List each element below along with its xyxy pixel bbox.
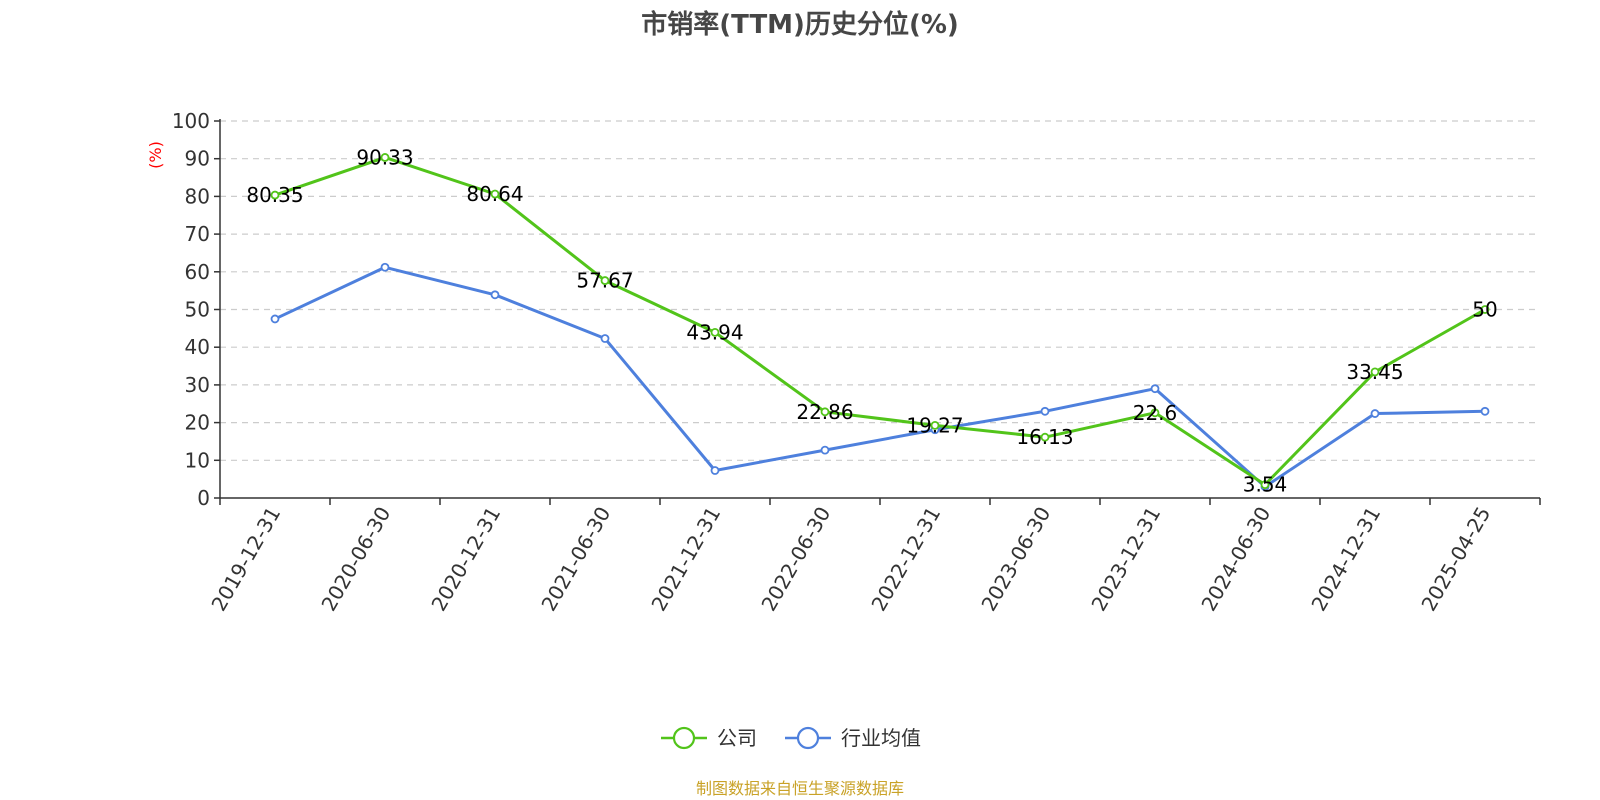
data-label: 16.13: [1016, 425, 1073, 449]
series-line: [274, 265, 1486, 489]
data-label: 22.6: [1133, 401, 1178, 425]
x-tick-label: 2022-12-31: [866, 503, 945, 616]
data-point[interactable]: [710, 466, 720, 475]
data-labels: 80.35 90.33 80.64 57.67 43.94 22.86 19.27 16.13…: [246, 145, 1497, 496]
data-label: 80.64: [466, 182, 523, 206]
legend-marker: [796, 726, 820, 750]
data-label: 19.27: [906, 413, 963, 437]
series-lines: [270, 153, 1490, 492]
legend-item[interactable]: 公司: [661, 726, 757, 750]
data-label: 90.33: [356, 145, 413, 169]
y-tick-label: 0: [197, 486, 210, 510]
data-label: 3.54: [1243, 473, 1288, 497]
data-point[interactable]: [600, 276, 610, 285]
x-tick-label: 2020-06-30: [316, 503, 395, 616]
data-label: 50: [1472, 298, 1497, 322]
grid-lines: [220, 120, 1540, 461]
data-point[interactable]: [1260, 480, 1270, 490]
y-tick-label: 80: [185, 184, 210, 208]
data-point[interactable]: [930, 420, 940, 430]
data-label: 57.67: [576, 269, 633, 293]
data-point[interactable]: [820, 445, 830, 455]
x-tick-label: 2024-12-31: [1306, 503, 1385, 616]
series-line: [274, 155, 1486, 487]
data-point[interactable]: [600, 334, 610, 343]
data-point[interactable]: [270, 190, 280, 200]
legend[interactable]: 公司 行业均值: [661, 726, 921, 750]
data-label: 80.35: [246, 183, 303, 207]
data-point[interactable]: [1370, 409, 1380, 418]
x-tick-label: 2025-04-25: [1416, 503, 1495, 616]
y-tick-label: 100: [172, 109, 210, 133]
legend-marker: [672, 726, 696, 750]
legend-label: 公司: [717, 726, 757, 750]
x-tick-label: 2021-06-30: [536, 503, 615, 616]
chart-title: 市销率(TTM)历史分位(%): [641, 9, 959, 40]
data-point[interactable]: [820, 407, 830, 417]
x-tick-label: 2022-06-30: [756, 503, 835, 616]
x-tick-label: 2021-12-31: [646, 503, 725, 616]
data-label: 43.94: [686, 320, 743, 344]
data-label: 22.86: [796, 400, 853, 424]
data-point[interactable]: [490, 189, 500, 199]
axes: 0 10 20 30 40 50 60 70 80 90 100 2019-12-31 2020-06-…: [172, 109, 1541, 616]
y-tick-label: 30: [185, 373, 210, 397]
y-tick-label: 40: [185, 335, 210, 359]
data-point[interactable]: [490, 290, 500, 300]
data-point[interactable]: [1480, 305, 1490, 314]
data-point[interactable]: [380, 153, 390, 162]
data-point[interactable]: [1370, 367, 1380, 377]
data-point[interactable]: [1040, 406, 1050, 416]
data-point[interactable]: [1150, 408, 1160, 418]
x-tick-label: 2023-06-30: [976, 503, 1055, 616]
x-tick-label: 2023-12-31: [1086, 503, 1165, 616]
y-tick-label: 10: [185, 448, 210, 472]
y-tick-label: 90: [185, 147, 210, 171]
y-tick-label: 60: [185, 260, 210, 284]
legend-item[interactable]: 行业均值: [785, 726, 921, 750]
source-note: 制图数据来自恒生聚源数据库: [696, 779, 904, 798]
y-tick-label: 50: [185, 298, 210, 322]
data-point[interactable]: [1040, 432, 1050, 442]
y-tick-label: 20: [185, 411, 210, 435]
x-tick-label: 2019-12-31: [206, 503, 285, 616]
data-point[interactable]: [1480, 406, 1490, 416]
x-tick-label: 2020-12-31: [426, 503, 505, 616]
y-axis-unit: (%): [146, 141, 165, 169]
data-point[interactable]: [710, 327, 720, 337]
data-point[interactable]: [1150, 384, 1160, 394]
x-tick-label: 2024-06-30: [1196, 503, 1275, 616]
legend-label: 行业均值: [841, 726, 921, 750]
data-point[interactable]: [380, 262, 390, 272]
y-tick-label: 70: [185, 222, 210, 246]
data-point[interactable]: [270, 314, 280, 324]
data-label: 33.45: [1346, 360, 1403, 384]
